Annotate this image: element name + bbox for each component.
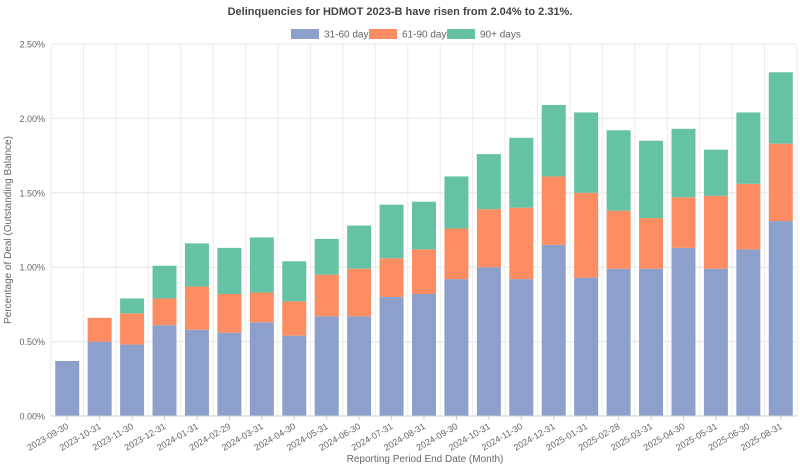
bar-31-60-days-2025-04-30 [671,247,696,416]
bar-90-days-2025-08-31 [768,72,793,144]
legend-swatch [447,29,475,39]
bar-90-days-2024-06-30 [347,225,372,269]
legend-label: 90+ days [480,30,521,41]
bar-31-60-days-2023-09-30 [55,360,80,416]
bar-90-days-2024-09-30 [444,176,469,229]
bar-90-days-2024-03-31 [249,237,274,293]
bar-61-90-days-2025-03-31 [639,218,664,269]
bar-90-days-2023-12-31 [152,265,177,299]
bar-31-60-days-2024-09-30 [444,279,469,416]
bar-90-days-2024-10-31 [476,154,501,210]
bar-61-90-days-2025-08-31 [768,143,793,222]
bar-31-60-days-2024-12-31 [541,244,566,416]
bar-31-60-days-2025-05-31 [703,268,728,416]
bar-90-days-2025-01-31 [574,112,599,193]
bar-61-90-days-2025-01-31 [574,192,599,278]
bar-90-days-2024-11-30 [509,137,534,208]
bar-31-60-days-2024-06-30 [347,316,372,416]
legend-swatch [291,29,319,39]
bar-31-60-days-2023-12-31 [152,325,177,416]
bar-90-days-2025-05-31 [703,149,728,196]
y-tick-label: 1.50% [19,188,45,198]
y-tick-label: 1.00% [19,263,45,273]
bar-90-days-2024-02-29 [217,247,242,294]
y-tick-label: 2.00% [19,114,45,124]
y-axis-label: Percentage of Deal (Outstanding Balance) [3,136,14,324]
bar-31-60-days-2025-01-31 [574,277,599,416]
bar-90-days-2025-06-30 [736,112,761,184]
bar-31-60-days-2024-01-31 [184,329,209,416]
bar-61-90-days-2024-02-29 [217,293,242,333]
bar-90-days-2024-01-31 [184,243,209,287]
y-tick-label: 2.50% [19,40,45,50]
bar-61-90-days-2023-10-31 [87,317,112,342]
bar-90-days-2023-11-30 [120,298,145,314]
bar-31-60-days-2025-08-31 [768,221,793,416]
y-tick-label: 0.50% [19,337,45,347]
bar-31-60-days-2024-02-29 [217,332,242,416]
bar-90-days-2025-03-31 [639,140,664,219]
bar-61-90-days-2023-12-31 [152,298,177,326]
bar-31-60-days-2025-02-28 [606,268,631,416]
bar-31-60-days-2024-03-31 [249,322,274,416]
bar-61-90-days-2025-02-28 [606,210,631,269]
bar-61-90-days-2024-03-31 [249,292,274,323]
bar-61-90-days-2024-04-30 [282,301,307,336]
bar-31-60-days-2024-11-30 [509,279,534,416]
bar-61-90-days-2024-11-30 [509,207,534,280]
bar-61-90-days-2024-06-30 [347,268,372,317]
bar-61-90-days-2024-12-31 [541,176,566,245]
bar-61-90-days-2024-08-31 [411,249,437,294]
bar-61-90-days-2025-05-31 [703,195,728,269]
legend-label: 61-90 days [402,30,451,41]
bar-90-days-2024-05-31 [314,238,339,275]
bar-31-60-days-2024-08-31 [411,293,437,416]
bar-61-90-days-2024-10-31 [476,209,501,268]
bar-61-90-days-2024-01-31 [184,286,209,330]
bar-61-90-days-2025-04-30 [671,197,696,248]
bar-31-60-days-2023-11-30 [120,344,145,416]
bar-61-90-days-2023-11-30 [120,313,145,345]
chart-title: Delinquencies for HDMOT 2023-B have rise… [228,6,573,18]
x-axis-label: Reporting Period End Date (Month) [347,454,504,465]
bar-31-60-days-2024-05-31 [314,316,339,416]
bar-61-90-days-2024-05-31 [314,274,339,317]
bar-61-90-days-2024-09-30 [444,228,469,280]
y-tick-label: 0.00% [19,412,45,422]
bar-90-days-2024-12-31 [541,105,566,177]
bar-90-days-2025-04-30 [671,128,696,198]
bar-31-60-days-2024-04-30 [282,335,307,416]
bar-90-days-2024-08-31 [411,201,437,250]
bar-31-60-days-2023-10-31 [87,341,112,416]
bar-90-days-2024-04-30 [282,261,307,302]
legend-swatch [369,29,397,39]
bar-31-60-days-2025-03-31 [639,268,664,416]
bar-90-days-2024-07-31 [379,204,404,259]
bar-61-90-days-2025-06-30 [736,183,761,250]
bar-31-60-days-2024-07-31 [379,296,404,416]
bar-61-90-days-2024-07-31 [379,258,404,297]
legend-label: 31-60 days [324,30,373,41]
bar-31-60-days-2024-10-31 [476,267,501,416]
bar-31-60-days-2025-06-30 [736,249,761,416]
bar-90-days-2025-02-28 [606,130,631,211]
